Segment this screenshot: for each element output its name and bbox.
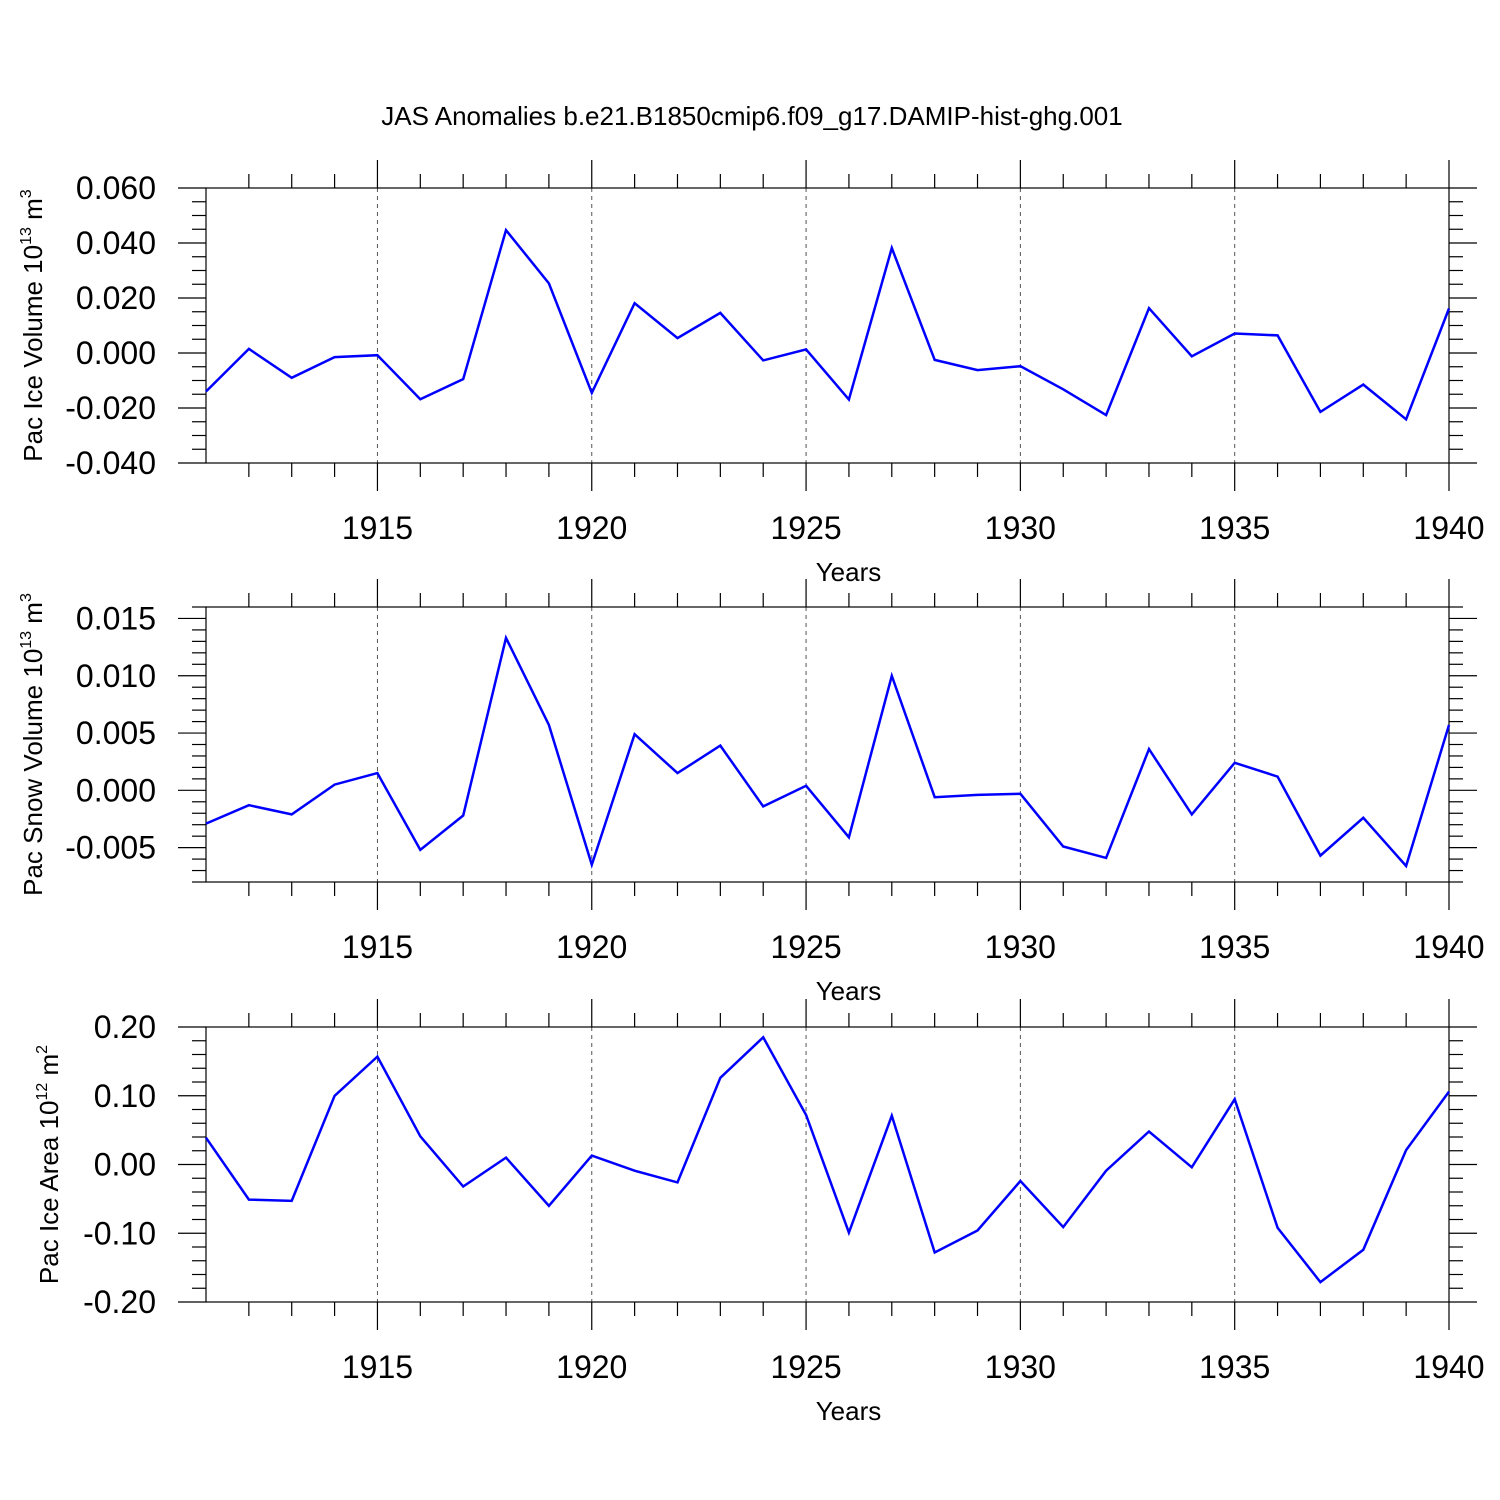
y-axis-title: Pac Ice Area 1012 m2	[34, 1045, 64, 1284]
x-tick-label: 1935	[1199, 510, 1270, 546]
y-tick-label: 0.10	[94, 1078, 156, 1114]
y-tick-label: -0.20	[83, 1284, 156, 1320]
x-tick-label: 1930	[985, 929, 1056, 965]
x-tick-label: 1925	[770, 929, 841, 965]
y-axis-title-unit-exponent: 3	[18, 593, 35, 602]
x-tick-label: 1940	[1413, 929, 1484, 965]
x-tick-label: 1920	[556, 510, 627, 546]
x-tick-label: 1915	[342, 510, 413, 546]
y-tick-label: -0.040	[65, 445, 156, 481]
x-axis-title: Years	[816, 557, 882, 587]
y-axis-title-exponent: 13	[18, 227, 35, 245]
y-axis-title-unit: m	[18, 602, 48, 631]
y-axis-title-unit-exponent: 2	[34, 1045, 51, 1054]
y-tick-label: 0.000	[76, 335, 156, 371]
y-tick-label: -0.10	[83, 1215, 156, 1251]
panels: 1915 1920 1925 1930 1935 1940 -0.040 -0.020 0.00…	[18, 160, 1485, 1426]
x-axis-title: Years	[816, 976, 882, 1006]
x-tick-label: 1920	[556, 1349, 627, 1385]
x-tick-label: 1915	[342, 929, 413, 965]
y-tick-label: -0.020	[65, 390, 156, 426]
y-tick-label: 0.20	[94, 1009, 156, 1045]
x-tick-label: 1940	[1413, 510, 1484, 546]
y-tick-label: 0.015	[76, 600, 156, 636]
series-line	[204, 1035, 1451, 1284]
x-tick-label: 1930	[985, 1349, 1056, 1385]
y-axis-title-exponent: 12	[34, 1083, 51, 1101]
y-tick-label: 0.020	[76, 280, 156, 316]
x-tick-label: 1940	[1413, 1349, 1484, 1385]
x-tick-label: 1925	[770, 510, 841, 546]
x-axis-title: Years	[816, 1396, 882, 1426]
y-tick-label: -0.005	[65, 830, 156, 866]
plot-frame	[205, 1026, 1450, 1303]
y-axis-title: Pac Ice Volume 1013 m3	[18, 189, 48, 462]
x-tick-label: 1915	[342, 1349, 413, 1385]
series-line	[205, 227, 1451, 422]
y-axis-title-text: Pac Ice Volume 10	[18, 245, 48, 462]
y-axis-title-unit: m	[34, 1054, 64, 1083]
y-tick-label: 0.040	[76, 225, 156, 261]
y-tick-label: 0.005	[76, 715, 156, 751]
y-tick-label: 0.000	[76, 772, 156, 808]
y-tick-label: 0.010	[76, 658, 156, 694]
x-tick-label: 1935	[1199, 929, 1270, 965]
series-line	[205, 634, 1451, 869]
x-tick-label: 1920	[556, 929, 627, 965]
x-tick-label: 1925	[770, 1349, 841, 1385]
y-axis-title-text: Pac Ice Area 10	[34, 1101, 64, 1285]
y-axis-title-exponent: 13	[18, 631, 35, 649]
y-axis-title: Pac Snow Volume 1013 m3	[18, 593, 48, 896]
panel-1: 1915 1920 1925 1930 1935 1940 -0.040 -0.020 0.00…	[18, 160, 1485, 587]
panel-3: 1915 1920 1925 1930 1935 1940 -0.20 -0.10 0.00 0.…	[34, 999, 1485, 1426]
y-axis-title-unit-exponent: 3	[18, 189, 35, 198]
x-tick-label: 1930	[985, 510, 1056, 546]
y-tick-label: 0.060	[76, 170, 156, 206]
plot-frame	[205, 606, 1450, 883]
x-tick-label: 1935	[1199, 1349, 1270, 1385]
y-axis-title-text: Pac Snow Volume 10	[18, 649, 48, 896]
plot-frame	[205, 187, 1450, 464]
y-axis-title-unit: m	[18, 198, 48, 227]
y-tick-label: 0.00	[94, 1147, 156, 1183]
chart-title: JAS Anomalies b.e21.B1850cmip6.f09_g17.D…	[381, 101, 1122, 131]
panel-2: 1915 1920 1925 1930 1935 1940 -0.005 0.000 0.005…	[18, 579, 1485, 1006]
